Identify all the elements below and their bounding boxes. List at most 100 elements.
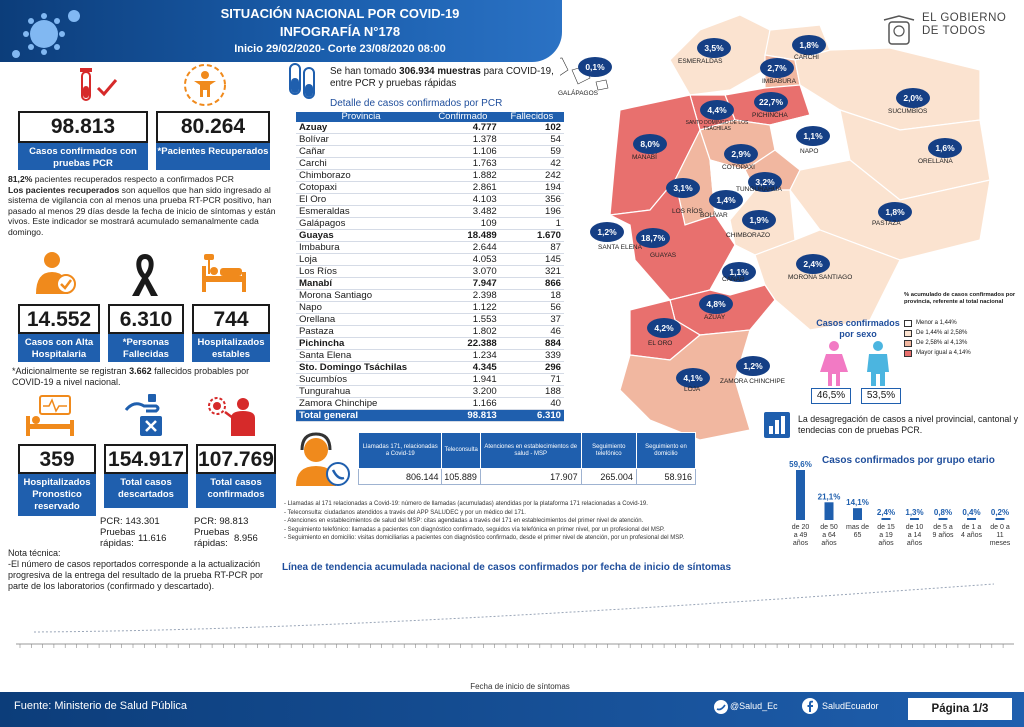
table-row: Chimborazo 1.882 242 (296, 169, 564, 182)
call-value: 806.144 (357, 468, 443, 485)
age-category-label: de 50 a 64 años (820, 524, 838, 547)
map-province-label: AZUAY (704, 314, 726, 321)
government-logo: EL GOBIERNO DE TODOS (880, 12, 1010, 54)
province-deceased: 42 (499, 157, 564, 170)
header-title: SITUACIÓN NACIONAL POR COVID-19 (220, 6, 460, 21)
province-deceased: 196 (499, 205, 564, 218)
hospital-reserved-label: Hospitalizados Pronostico reservado (18, 474, 96, 516)
age-bar-label: 2,4% (877, 508, 895, 517)
province-confirmed: 1.763 (426, 157, 500, 170)
discarded-value: 154.917 (104, 444, 188, 474)
galapagos-island-1 (560, 57, 569, 76)
map-province-label: GALÁPAGOS (558, 90, 598, 97)
sex-icons (820, 341, 889, 386)
probable-number: 3.662 (129, 366, 152, 376)
province-confirmed: 3.200 (426, 385, 500, 398)
discharged-value: 14.552 (18, 304, 100, 334)
confirmed-pcr-label: PCR: (194, 516, 217, 527)
age-bar-label: 14,1% (846, 498, 869, 507)
twitter-handle[interactable]: @Salud_Ec (730, 701, 778, 711)
confirmed-rapid-label: Pruebas rápidas: (194, 527, 230, 549)
age-category-label: de 10 a 14 años (906, 524, 924, 547)
map-badge: 0,1% (578, 57, 612, 77)
age-bar (967, 518, 976, 520)
province-deceased: 40 (499, 397, 564, 410)
hospital-stable-label: Hospitalizados estables (192, 334, 270, 362)
legend-swatch (904, 349, 912, 357)
province-deceased: 188 (499, 385, 564, 398)
age-bar (853, 508, 862, 520)
province-name: Zamora Chinchipe (296, 397, 426, 410)
footer-source-label: Fuente: (14, 700, 55, 712)
total-cell: 6.310 (499, 409, 564, 422)
mourning-ribbon-icon (132, 254, 158, 296)
age-category-label: de 15 a 19 años (877, 524, 895, 547)
map-province-label: ORELLANA (918, 158, 953, 165)
province-confirmed: 2.861 (426, 181, 500, 194)
province-name: Esmeraldas (296, 205, 426, 218)
table-row: Imbabura 2.644 87 (296, 241, 564, 254)
sex-title: Casos confirmados por sexo (816, 318, 900, 339)
province-deceased: 102 (499, 122, 564, 134)
province-confirmed: 1.166 (426, 397, 500, 410)
map-province-label: SANTO DOMINGO DE LOS TSÁCHILAS (685, 120, 749, 132)
province-deceased: 71 (499, 373, 564, 386)
map-badge: 1,9% (742, 210, 776, 230)
map-province-label: EL ORO (648, 340, 673, 347)
map-province-label: CARCHI (794, 54, 819, 61)
facebook-handle[interactable]: SaludEcuador (822, 701, 879, 711)
recovered-person-icon (184, 64, 226, 106)
province-name: Manabí (296, 277, 426, 290)
map-badge: 2,7% (760, 58, 794, 78)
age-category-label: de 0 a 11 meses (990, 524, 1011, 547)
call-value: 105.889 (441, 468, 481, 485)
map-province-label: TUNGURAHUA (736, 186, 782, 193)
infographic-number: INFOGRAFÍA N°178 (279, 24, 401, 39)
province-deceased: 59 (499, 145, 564, 158)
age-bar (995, 518, 1005, 520)
call-col-header: Seguimiento en domicilio (635, 432, 697, 469)
province-name: Napo (296, 301, 426, 314)
table-row: Cañar 1.106 59 (296, 145, 564, 158)
age-bar-label: 1,3% (905, 508, 923, 517)
sample-tubes-icon (289, 63, 315, 99)
legend-item: De 2,58% al 4,13% (904, 338, 1019, 348)
map-badge: 18,7% (636, 228, 670, 248)
province-confirmed: 2.398 (426, 289, 500, 302)
footer-source-value: Ministerio de Salud Pública (54, 700, 188, 712)
legend-label: Menor a 1,44% (916, 320, 957, 326)
table-row: Galápagos 109 1 (296, 217, 564, 230)
table-row: Sto. Domingo Tsáchilas 4.345 296 (296, 361, 564, 374)
map-province-label: NAPO (800, 148, 819, 155)
province-deceased: 1.670 (499, 229, 564, 242)
province-deceased: 1 (499, 217, 564, 230)
province-confirmed: 22.388 (426, 337, 500, 350)
map-badge: 2,9% (724, 144, 758, 164)
age-category-label: de 20 a 49 años (792, 524, 810, 547)
call-note: - Llamadas al 171 relacionadas a Covid-1… (284, 501, 648, 507)
province-deceased: 18 (499, 289, 564, 302)
age-bar (910, 518, 919, 520)
province-confirmed: 4.053 (426, 253, 500, 266)
call-note: - Seguimiento en domicilio: visitas domi… (284, 535, 685, 542)
province-name: Pastaza (296, 325, 426, 338)
legend-label: De 2,58% al 4,13% (916, 340, 968, 346)
table-row: El Oro 4.103 356 (296, 193, 564, 206)
confirmed-case-icon (208, 397, 255, 436)
pcr-confirmed-label: Casos confirmados con pruebas PCR (18, 143, 148, 170)
province-deceased: 87 (499, 241, 564, 254)
map-badge: 3,1% (666, 178, 700, 198)
discarded-rapid: 11.616 (138, 532, 167, 544)
province-deceased: 145 (499, 253, 564, 266)
province-name: Sucumbíos (296, 373, 426, 386)
hospital-stable-value: 744 (192, 304, 270, 334)
province-deceased: 37 (499, 313, 564, 326)
map-province-label: LOS RÍOS (672, 208, 703, 215)
map-province-label: MANABÍ (632, 154, 657, 161)
province-confirmed: 1.378 (426, 133, 500, 146)
map-badge: 4,4% (700, 100, 734, 120)
province-deceased: 54 (499, 133, 564, 146)
recovered-pct: 81,2% (8, 174, 33, 184)
province-confirmed: 1.802 (426, 325, 500, 338)
